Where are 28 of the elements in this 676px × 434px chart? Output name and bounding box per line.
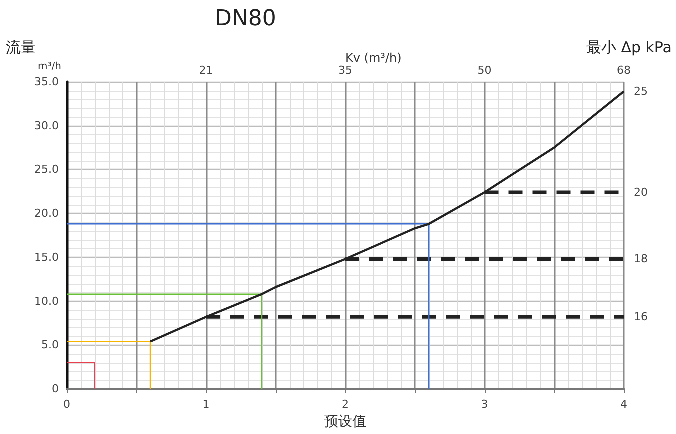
y2-axis-title: 最小 Δp kPa [586, 38, 672, 56]
chart-title: DN80 [215, 6, 276, 32]
text: 68 [617, 64, 631, 77]
y-tick-label: 35.0 [34, 76, 59, 88]
text: 50 [478, 64, 492, 77]
y-tick-label: 20.0 [34, 207, 59, 220]
x2-axis-title: Kv (m³/h) [346, 51, 402, 65]
text: 35 [338, 64, 352, 77]
x-tick-label: 0 [64, 398, 70, 412]
x-axis-title: 预设值 [324, 414, 366, 430]
y-tick-label: 5.0 [42, 338, 59, 352]
y-tick-label: 30.0 [34, 119, 59, 132]
series-label: 25 [634, 85, 648, 98]
text: 21 [199, 64, 214, 77]
y-tick-label: 25.0 [34, 163, 59, 176]
x-tick-label: 4 [620, 398, 628, 412]
series-label: 20 [634, 186, 648, 200]
series-label: 16 [634, 310, 648, 324]
x-tick-label: 1 [202, 398, 210, 412]
x-tick-label: 2 [342, 398, 349, 412]
y-tick-label: 0 [52, 382, 59, 396]
series-label: 18 [634, 252, 648, 266]
text: m³/h [38, 62, 62, 72]
y-tick-label: 15.0 [34, 250, 59, 264]
y-tick-label: 10.0 [34, 294, 59, 308]
line-series [149, 90, 626, 343]
y-axis-title: 流量 [6, 38, 36, 56]
x-tick-label: 3 [481, 398, 488, 412]
